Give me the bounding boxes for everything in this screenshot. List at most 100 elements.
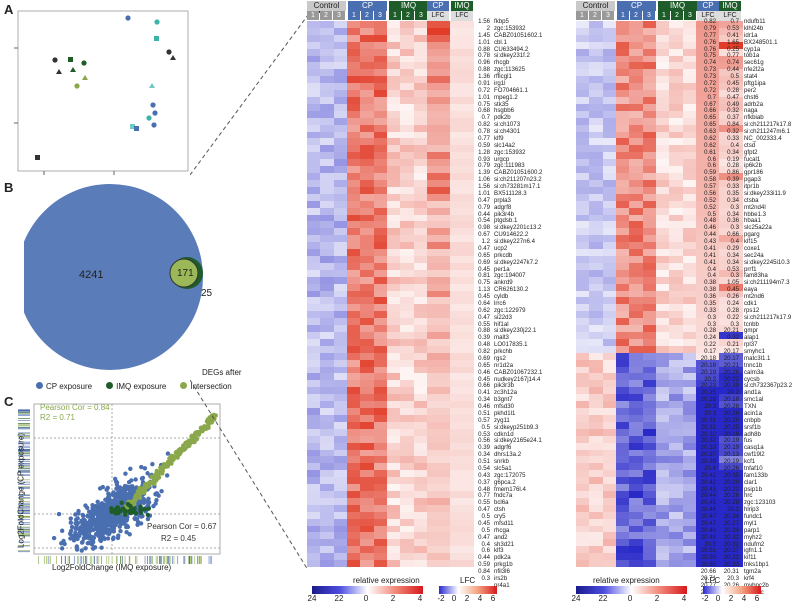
heatmap-cell [333,34,348,43]
heatmap-cell [307,62,321,70]
scatter-point-cp [108,521,114,526]
heatmap-cell [333,138,348,146]
scatter-point-cp [81,517,86,522]
heatmap-cell [347,27,361,36]
heatmap-cell [400,27,415,36]
heatmap-cell [373,560,388,568]
heatmap-cell [333,48,348,57]
heatmap-cell [413,117,428,126]
pca-plot [14,10,189,175]
colorbar-relative-left [312,586,423,594]
scatter-point-cp [85,541,91,546]
heatmap-cell [347,117,361,126]
scatter-point-cp [73,530,78,536]
heatmap-cell [307,97,321,105]
scatter-point-intersection [136,492,142,498]
scatter-point-cp [129,478,134,483]
heatmap-cell [400,76,415,84]
replicate-label: 1 [389,11,401,20]
venn-right-count: 25 [201,288,213,299]
heatmap-cell [387,69,401,77]
replicate-label: 3 [374,11,386,20]
legend-lfc-left: LFC [460,576,476,585]
heatmap-cell [360,69,375,77]
scatter-point-intersection [169,453,174,459]
scatter-point-cp [118,521,124,527]
scatter-point-cp [105,536,111,541]
heatmap-cell [307,83,321,91]
scatter-point-cp [71,538,77,543]
scatter-point-cp [133,477,138,482]
replicate-label: 1 [348,11,360,20]
scatter-point-cp [111,529,117,534]
colorbar-tick: 4 [417,594,423,603]
scatter-point-cp [95,499,100,505]
legend-relative-left: relative expression [353,576,420,585]
heatmap-cell [413,159,428,167]
heatmap-cell [347,103,361,112]
colorbar-tick: 0 [363,594,369,603]
colorbar-tick: 0 [627,594,633,603]
scatter-point-intersection [142,490,147,495]
scatter-point-intersection [209,414,214,419]
heatmap-cell [347,138,361,146]
venn-caption: DEGs after [202,368,242,377]
heatmap-cell [360,21,375,29]
header-imq: IMQ [389,1,428,11]
heatmap-cell [413,103,428,112]
replicate-label: 2 [589,11,601,20]
scatter-point-cp [115,485,121,490]
heatmap-cell [387,90,401,98]
heatmap-cell [373,48,388,57]
heatmap-right [576,21,697,568]
heatmap-cell [347,131,361,139]
heatmap-cell [387,21,401,29]
heatmap-cell [413,69,428,77]
colorbar-tick: 2 [654,594,660,603]
scatter-point-cp [84,520,90,526]
scatter-point-cp [111,517,117,522]
scatter-point-cp [89,537,95,543]
heatmap-cell [320,117,335,126]
scatter-point-cp [121,491,126,497]
heatmap-cell [307,124,321,133]
scatter-point-cp [145,471,150,476]
pearson-top: Pearson Cor = 0.84 [40,403,110,412]
heatmap-cell [333,62,348,70]
header-cp-right: CP [617,1,656,11]
heatmap-cell [387,560,401,568]
heatmap-cell [347,55,361,63]
heatmap-cell [360,34,375,43]
lfc-tick: 2 [728,594,734,603]
scatter-point-cp [76,508,81,514]
scatter-point-cp [59,546,65,551]
heatmap-cell [387,34,401,43]
heatmap-cell [347,97,361,105]
scatter-point-cp [103,516,108,521]
heatmap-cell [333,159,348,167]
heatmap-cell [320,55,335,63]
heatmap-cell [373,152,388,160]
heatmap-cell [400,103,415,112]
heatmap-cell [400,90,415,98]
scatter-point-cp [127,490,132,495]
scatter-point-cp [68,528,74,534]
heatmap-cell [360,110,375,119]
scatter-point-cp [85,513,90,519]
scatter-point-cp [140,513,145,519]
header-imq-right: IMQ [658,1,697,11]
scatter-point-cp [115,491,120,496]
scatter-point-cp [100,532,105,537]
lfc-tick: 0 [451,594,457,603]
scatter-point-cp [88,519,94,524]
heatmap-cell [360,138,375,146]
right-lfc-cp-values: 0.82 0.79 0.77 0.76 0.76 0.75 0.74 0.73 … [700,18,716,595]
scatter-point-cp [99,520,104,525]
heatmap-cell [387,110,401,119]
heatmap-cell [400,83,415,91]
lfc-cp-header: CP [427,1,449,11]
scatter-point-cp [99,526,104,531]
heatmap-cell [320,124,335,133]
heatmap-cell [333,55,348,63]
scatter-point-intersection [174,449,179,455]
